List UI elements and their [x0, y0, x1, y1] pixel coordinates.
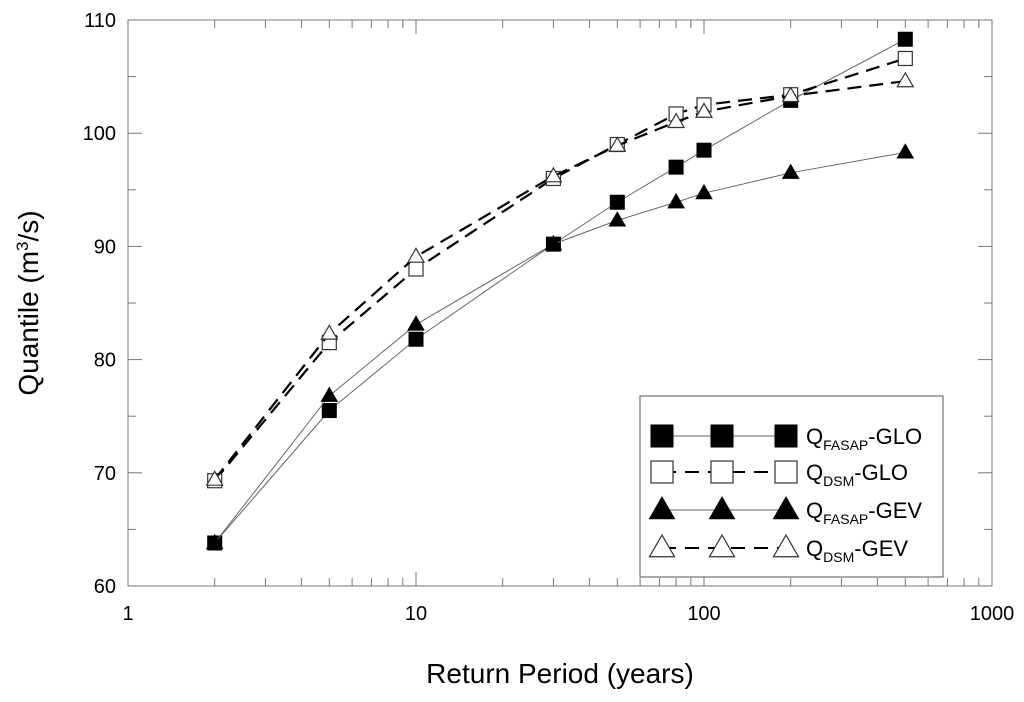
- data-point-triangle-open: [694, 102, 714, 118]
- legend-entry: QDSM-GEV: [648, 533, 908, 565]
- data-point-triangle-filled: [407, 315, 425, 331]
- y-tick-label: 90: [94, 236, 116, 258]
- legend-label-prefix: Q: [806, 460, 823, 485]
- x-tick-label: 10: [405, 603, 427, 625]
- legend-entry: QFASAP-GEV: [648, 496, 922, 527]
- y-tick-label: 80: [94, 350, 116, 372]
- data-point-triangle-open: [648, 533, 676, 558]
- data-point-triangle-open: [896, 71, 915, 88]
- legend-label: QDSM-GLO: [806, 460, 908, 489]
- y-tick-label: 60: [94, 576, 116, 598]
- data-point-triangle-open: [772, 533, 800, 558]
- data-point-triangle-open: [781, 86, 800, 103]
- data-point-square-filled: [774, 424, 798, 448]
- data-point-triangle-filled: [608, 211, 627, 227]
- axis-title-layer: Return Period (years) Quantile (m3/s): [13, 210, 694, 689]
- legend-label-suffix: -GLO: [868, 424, 922, 449]
- legend-label-subscript: DSM: [823, 473, 854, 489]
- data-point-triangle-filled: [772, 496, 800, 520]
- data-point-triangle-open: [708, 533, 736, 558]
- y-axis-title: Quantile (m3/s): [13, 210, 44, 395]
- legend-label: QFASAP-GLO: [806, 424, 922, 453]
- data-point-square-filled: [650, 424, 674, 448]
- legend-entry: QDSM-GLO: [650, 460, 908, 489]
- data-point-square-filled: [408, 331, 424, 347]
- legend-label: QFASAP-GEV: [806, 498, 922, 527]
- y-axis-title-sup: 3: [13, 241, 32, 250]
- data-point-square-open: [710, 460, 734, 484]
- data-point-square-open: [774, 460, 798, 484]
- data-point-square-open: [408, 261, 424, 277]
- data-point-triangle-filled: [896, 143, 915, 159]
- data-point-square-filled: [897, 31, 913, 47]
- data-point-square-filled: [321, 403, 337, 419]
- data-point-square-filled: [609, 194, 625, 210]
- data-point-triangle-open: [667, 112, 686, 129]
- legend-entry: QFASAP-GLO: [650, 424, 922, 453]
- data-point-square-open: [650, 460, 674, 484]
- legend-label-suffix: -GEV: [854, 536, 908, 561]
- data-point-triangle-filled: [648, 496, 676, 520]
- data-point-triangle-filled: [205, 533, 224, 550]
- data-point-triangle-open: [406, 247, 426, 263]
- y-tick-label: 70: [94, 463, 116, 485]
- y-tick-label: 100: [83, 123, 116, 145]
- legend-label-suffix: -GLO: [854, 460, 908, 485]
- legend-label-subscript: FASAP: [823, 511, 868, 527]
- series-fasap-gev: [205, 143, 915, 550]
- data-point-triangle-open: [320, 324, 339, 340]
- data-point-triangle-filled: [695, 183, 713, 200]
- legend-label-subscript: DSM: [823, 549, 854, 565]
- x-axis-title: Return Period (years): [426, 658, 694, 689]
- data-point-square-filled: [710, 424, 734, 448]
- legend-label-prefix: Q: [806, 498, 823, 523]
- data-point-triangle-open: [608, 136, 627, 152]
- data-point-triangle-filled: [320, 386, 339, 402]
- data-point-square-open: [897, 50, 913, 67]
- data-point-triangle-filled: [708, 496, 736, 520]
- legend-label-suffix: -GEV: [868, 498, 922, 523]
- x-tick-label: 1: [122, 603, 133, 625]
- legend-label-prefix: Q: [806, 424, 823, 449]
- data-point-square-filled: [668, 159, 684, 175]
- legend-label: QDSM-GEV: [806, 536, 908, 565]
- data-point-triangle-open: [205, 470, 224, 486]
- legend-label-prefix: Q: [806, 536, 823, 561]
- series-dsm-gev: [205, 71, 915, 486]
- x-tick-label: 100: [687, 603, 720, 625]
- data-point-triangle-filled: [544, 234, 563, 251]
- x-tick-label: 1000: [970, 603, 1015, 625]
- data-point-square-filled: [696, 142, 712, 158]
- y-axis-title-tail: /s): [13, 210, 44, 241]
- series-layer: [205, 31, 915, 551]
- data-point-triangle-filled: [667, 193, 685, 209]
- y-tick-label: 110: [84, 10, 116, 32]
- data-point-triangle-open: [544, 166, 563, 183]
- y-axis-title-main: Quantile (m: [13, 251, 44, 396]
- data-point-triangle-filled: [781, 163, 800, 179]
- legend-label-subscript: FASAP: [823, 437, 868, 453]
